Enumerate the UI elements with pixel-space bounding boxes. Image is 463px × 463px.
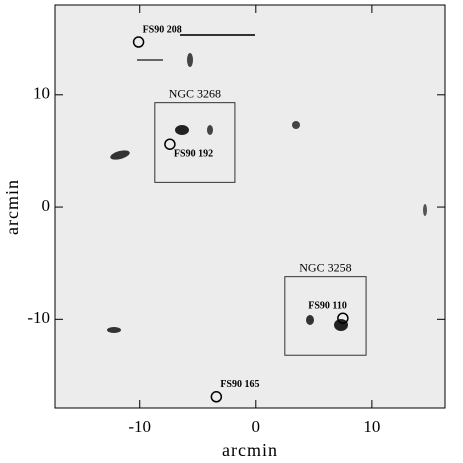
region-label: NGC 3258 bbox=[299, 260, 351, 274]
galaxy bbox=[107, 327, 121, 333]
source-marker bbox=[132, 36, 145, 48]
galaxy bbox=[423, 204, 427, 216]
region-box bbox=[154, 102, 236, 183]
source-marker bbox=[164, 138, 176, 150]
galaxy bbox=[207, 125, 213, 135]
x-tick-label: -10 bbox=[128, 417, 151, 436]
y-axis-label: arcmin bbox=[2, 179, 22, 235]
source-label: FS90 192 bbox=[174, 148, 213, 159]
x-tick-label: 10 bbox=[363, 417, 380, 436]
galaxy bbox=[292, 121, 300, 129]
source-marker bbox=[210, 391, 223, 403]
galaxy bbox=[175, 125, 189, 135]
y-tick-label: 10 bbox=[33, 84, 50, 103]
galaxy bbox=[187, 53, 193, 67]
region-label: NGC 3268 bbox=[169, 86, 221, 100]
galaxy bbox=[110, 150, 130, 160]
image-background bbox=[55, 5, 445, 408]
galaxy bbox=[334, 319, 348, 331]
y-tick-label: -10 bbox=[27, 308, 50, 327]
region-box bbox=[284, 276, 367, 356]
sky-image bbox=[55, 5, 445, 408]
plot-frame bbox=[54, 4, 446, 409]
source-marker bbox=[337, 312, 349, 324]
source-label: FS90 110 bbox=[308, 300, 347, 311]
source-label: FS90 208 bbox=[143, 24, 182, 35]
x-axis-label: arcmin bbox=[222, 440, 278, 460]
y-tick-label: 0 bbox=[42, 196, 51, 215]
galaxy bbox=[306, 315, 314, 325]
x-tick-label: 0 bbox=[252, 417, 261, 436]
source-label: FS90 165 bbox=[220, 379, 259, 390]
